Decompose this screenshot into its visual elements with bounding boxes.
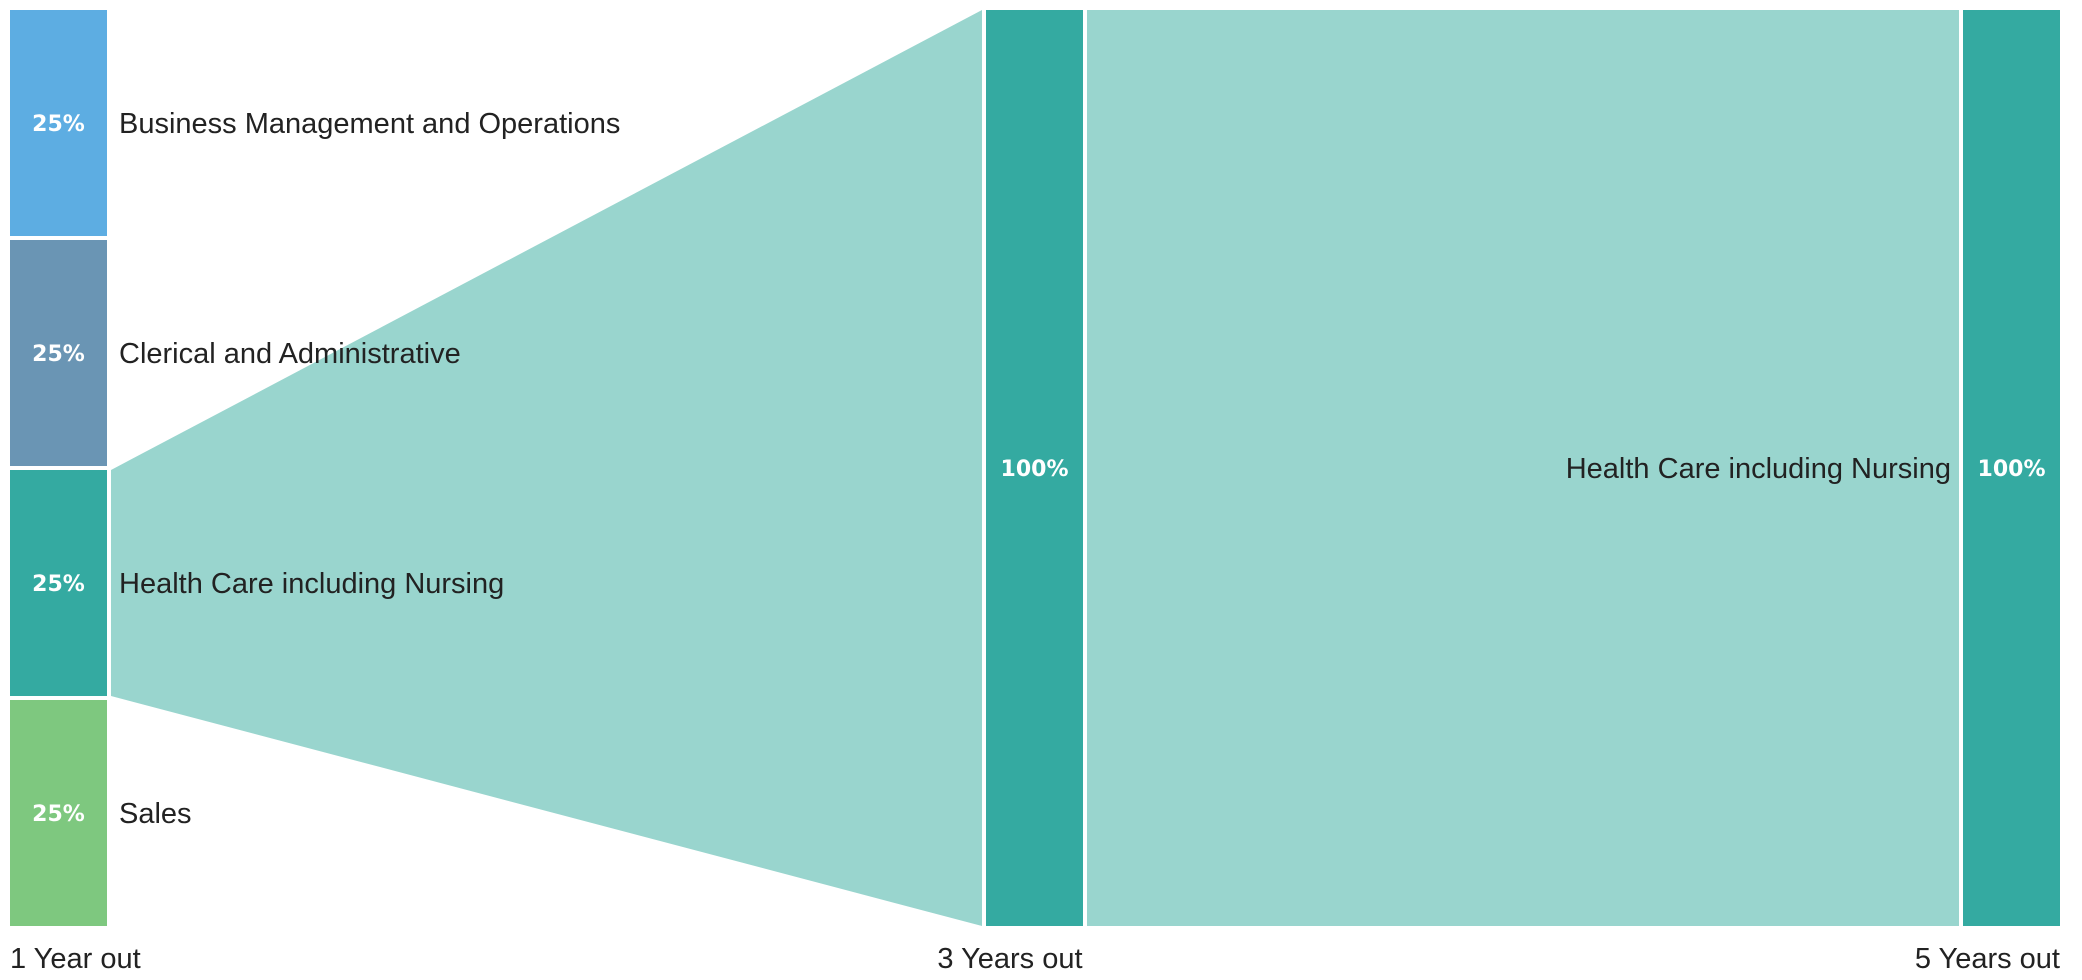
node-bar-stage2-0[interactable]: [1963, 10, 2060, 926]
node-percent-label: 25%: [32, 342, 85, 367]
stage-label-1: 3 Years out: [937, 943, 1082, 975]
stage-label-0: 1 Year out: [10, 943, 141, 975]
node-bar-stage0-0[interactable]: [10, 10, 107, 236]
node-name-label: Business Management and Operations: [119, 108, 620, 140]
node-name-label: Health Care including Nursing: [1566, 453, 1951, 485]
node-percent-label: 25%: [32, 112, 85, 137]
flow-band-0: [111, 10, 982, 926]
node-bar-stage0-1[interactable]: [10, 240, 107, 466]
node-bar-stage0-3[interactable]: [10, 700, 107, 926]
flows: [111, 10, 1959, 926]
stage-label-2: 5 Years out: [1915, 943, 2060, 975]
node-percent-label: 100%: [1001, 457, 1069, 482]
node-percent-label: 25%: [32, 802, 85, 827]
node-name-label: Sales: [119, 798, 192, 830]
node-bar-stage0-2[interactable]: [10, 470, 107, 696]
nodes: [10, 10, 2060, 926]
labels: 25% Business Management and Operations 25%…: [10, 108, 2060, 975]
flow-band-1: [1087, 10, 1959, 926]
node-percent-label: 25%: [32, 572, 85, 597]
node-name-label: Clerical and Administrative: [119, 338, 461, 370]
node-percent-label: 100%: [1978, 457, 2046, 482]
node-bar-stage1-0[interactable]: [986, 10, 1083, 926]
node-name-label: Health Care including Nursing: [119, 568, 504, 600]
